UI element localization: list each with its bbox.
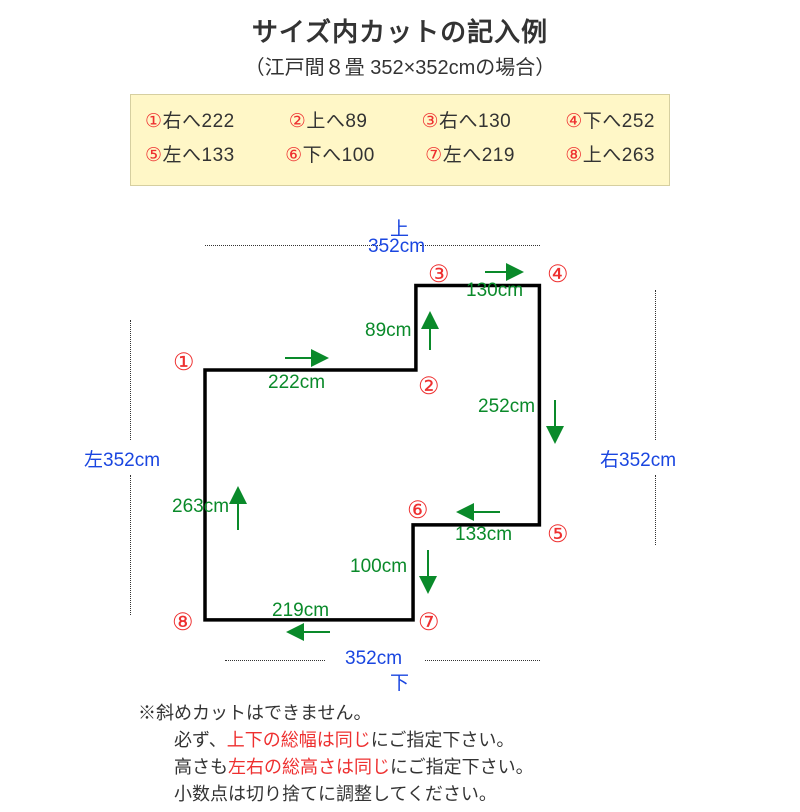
page-title: サイズ内カットの記入例	[0, 12, 800, 49]
seg-7: 219cm	[272, 600, 329, 622]
diagram-area: 上 352cm 352cm 下 左352cm 右352cm ① ② ③ ④ ⑤ …	[0, 200, 800, 680]
note-line-2: 必ず、上下の総幅は同じにご指定下さい。	[174, 727, 534, 754]
point-8: ⑧	[172, 608, 194, 637]
legend-num: ④	[565, 111, 583, 132]
legend-row-1: ①右へ222 ②上へ89 ③右へ130 ④下へ252	[145, 105, 655, 139]
seg-3: 130cm	[466, 280, 523, 302]
legend-num: ①	[145, 111, 163, 132]
legend-text: 右へ130	[439, 111, 511, 132]
point-7: ⑦	[418, 608, 440, 637]
point-5: ⑤	[547, 520, 569, 549]
seg-6: 100cm	[350, 556, 407, 578]
legend-text: 左へ133	[163, 145, 235, 166]
page-subtitle: （江戸間８畳 352×352cmの場合）	[0, 51, 800, 80]
legend-text: 下へ252	[583, 111, 655, 132]
cut-shape	[0, 200, 800, 680]
seg-8: 263cm	[172, 496, 229, 518]
point-2: ②	[418, 372, 440, 401]
seg-1: 222cm	[268, 372, 325, 394]
legend-num: ⑤	[145, 145, 163, 166]
seg-4: 252cm	[478, 396, 535, 418]
legend-num: ⑧	[565, 145, 583, 166]
legend-box: ①右へ222 ②上へ89 ③右へ130 ④下へ252 ⑤左へ133 ⑥下へ100…	[130, 94, 670, 186]
point-4: ④	[547, 260, 569, 289]
note-line-1: ※斜めカットはできません。	[138, 700, 534, 727]
legend-num: ③	[421, 111, 439, 132]
legend-row-2: ⑤左へ133 ⑥下へ100 ⑦左へ219 ⑧上へ263	[145, 139, 655, 173]
seg-5: 133cm	[455, 524, 512, 546]
seg-2: 89cm	[365, 320, 411, 342]
legend-text: 左へ219	[443, 145, 515, 166]
legend-num: ⑥	[285, 145, 303, 166]
point-1: ①	[173, 348, 195, 377]
point-3: ③	[428, 260, 450, 289]
note-line-4: 小数点は切り捨てに調整してください。	[174, 781, 534, 808]
legend-text: 右へ222	[163, 111, 235, 132]
legend-num: ②	[289, 111, 307, 132]
point-6: ⑥	[407, 496, 429, 525]
legend-num: ⑦	[425, 145, 443, 166]
legend-text: 上へ89	[306, 111, 367, 132]
legend-text: 上へ263	[583, 145, 655, 166]
notes: ※斜めカットはできません。 必ず、上下の総幅は同じにご指定下さい。 高さも左右の…	[138, 700, 534, 808]
legend-text: 下へ100	[303, 145, 375, 166]
note-line-3: 高さも左右の総高さは同じにご指定下さい。	[174, 754, 534, 781]
